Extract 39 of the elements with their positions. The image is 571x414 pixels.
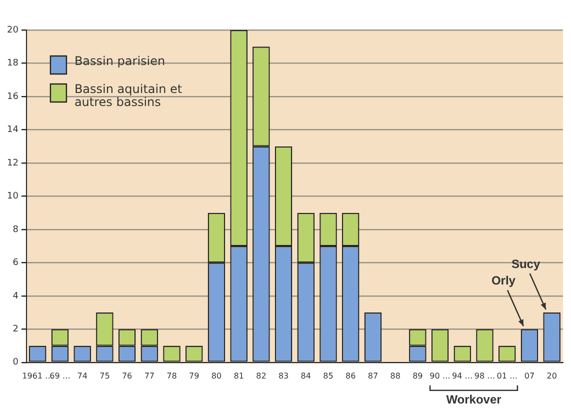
x-tick-label: 86 bbox=[346, 371, 356, 380]
y-tick-label: 8 bbox=[12, 224, 19, 235]
y-tick-label: 2 bbox=[12, 324, 18, 335]
x-tick-label: 80 bbox=[211, 371, 222, 380]
x-tick-label: 81 bbox=[234, 371, 244, 380]
x-tick-label: 83 bbox=[278, 371, 289, 380]
x-tick-label: 07 bbox=[524, 371, 535, 380]
y-tick-label: 16 bbox=[7, 92, 19, 102]
x-tick-label: 85 bbox=[323, 371, 334, 380]
x-tick-label: 89 bbox=[412, 371, 423, 380]
text: Workover bbox=[446, 392, 502, 407]
y-tick-label: 20 bbox=[7, 25, 19, 36]
x-tick-label: 78 bbox=[166, 371, 177, 380]
x-tick-label: 87 bbox=[368, 371, 378, 380]
y-tick-label: 14 bbox=[7, 125, 19, 136]
y-tick-label: 4 bbox=[12, 291, 19, 302]
legend-label: Bassin parisien bbox=[74, 54, 166, 68]
x-tick-label: 94 … bbox=[452, 371, 473, 380]
x-tick-label: 76 bbox=[122, 371, 132, 380]
y-tick-label: 18 bbox=[7, 58, 19, 69]
legend-label: Bassin aquitain et autres bassins bbox=[74, 82, 182, 110]
y-tick-label: 6 bbox=[12, 258, 19, 268]
y-tick-label: 10 bbox=[7, 192, 19, 202]
annotation: Orly bbox=[491, 273, 516, 288]
x-tick-label: 01 … bbox=[496, 371, 518, 380]
x-tick-label: 79 bbox=[189, 371, 200, 380]
x-tick-label: 74 bbox=[77, 371, 88, 380]
y-tick-label: 12 bbox=[7, 158, 18, 168]
x-tick-label: 69 … bbox=[50, 371, 70, 380]
x-tick-label: 90 … bbox=[430, 371, 450, 380]
x-tick-label: 98 … bbox=[474, 371, 496, 380]
y-tick-label: 0 bbox=[12, 358, 19, 368]
x-tick-label: 20 bbox=[546, 371, 557, 380]
annotation: Sucy bbox=[511, 256, 540, 271]
x-tick-label: 77 bbox=[144, 371, 155, 380]
x-tick-label: 82 bbox=[256, 371, 266, 380]
x-tick-label: 88 bbox=[390, 371, 400, 380]
x-tick-label: 84 bbox=[300, 371, 311, 380]
x-tick-label: 75 bbox=[100, 371, 110, 380]
